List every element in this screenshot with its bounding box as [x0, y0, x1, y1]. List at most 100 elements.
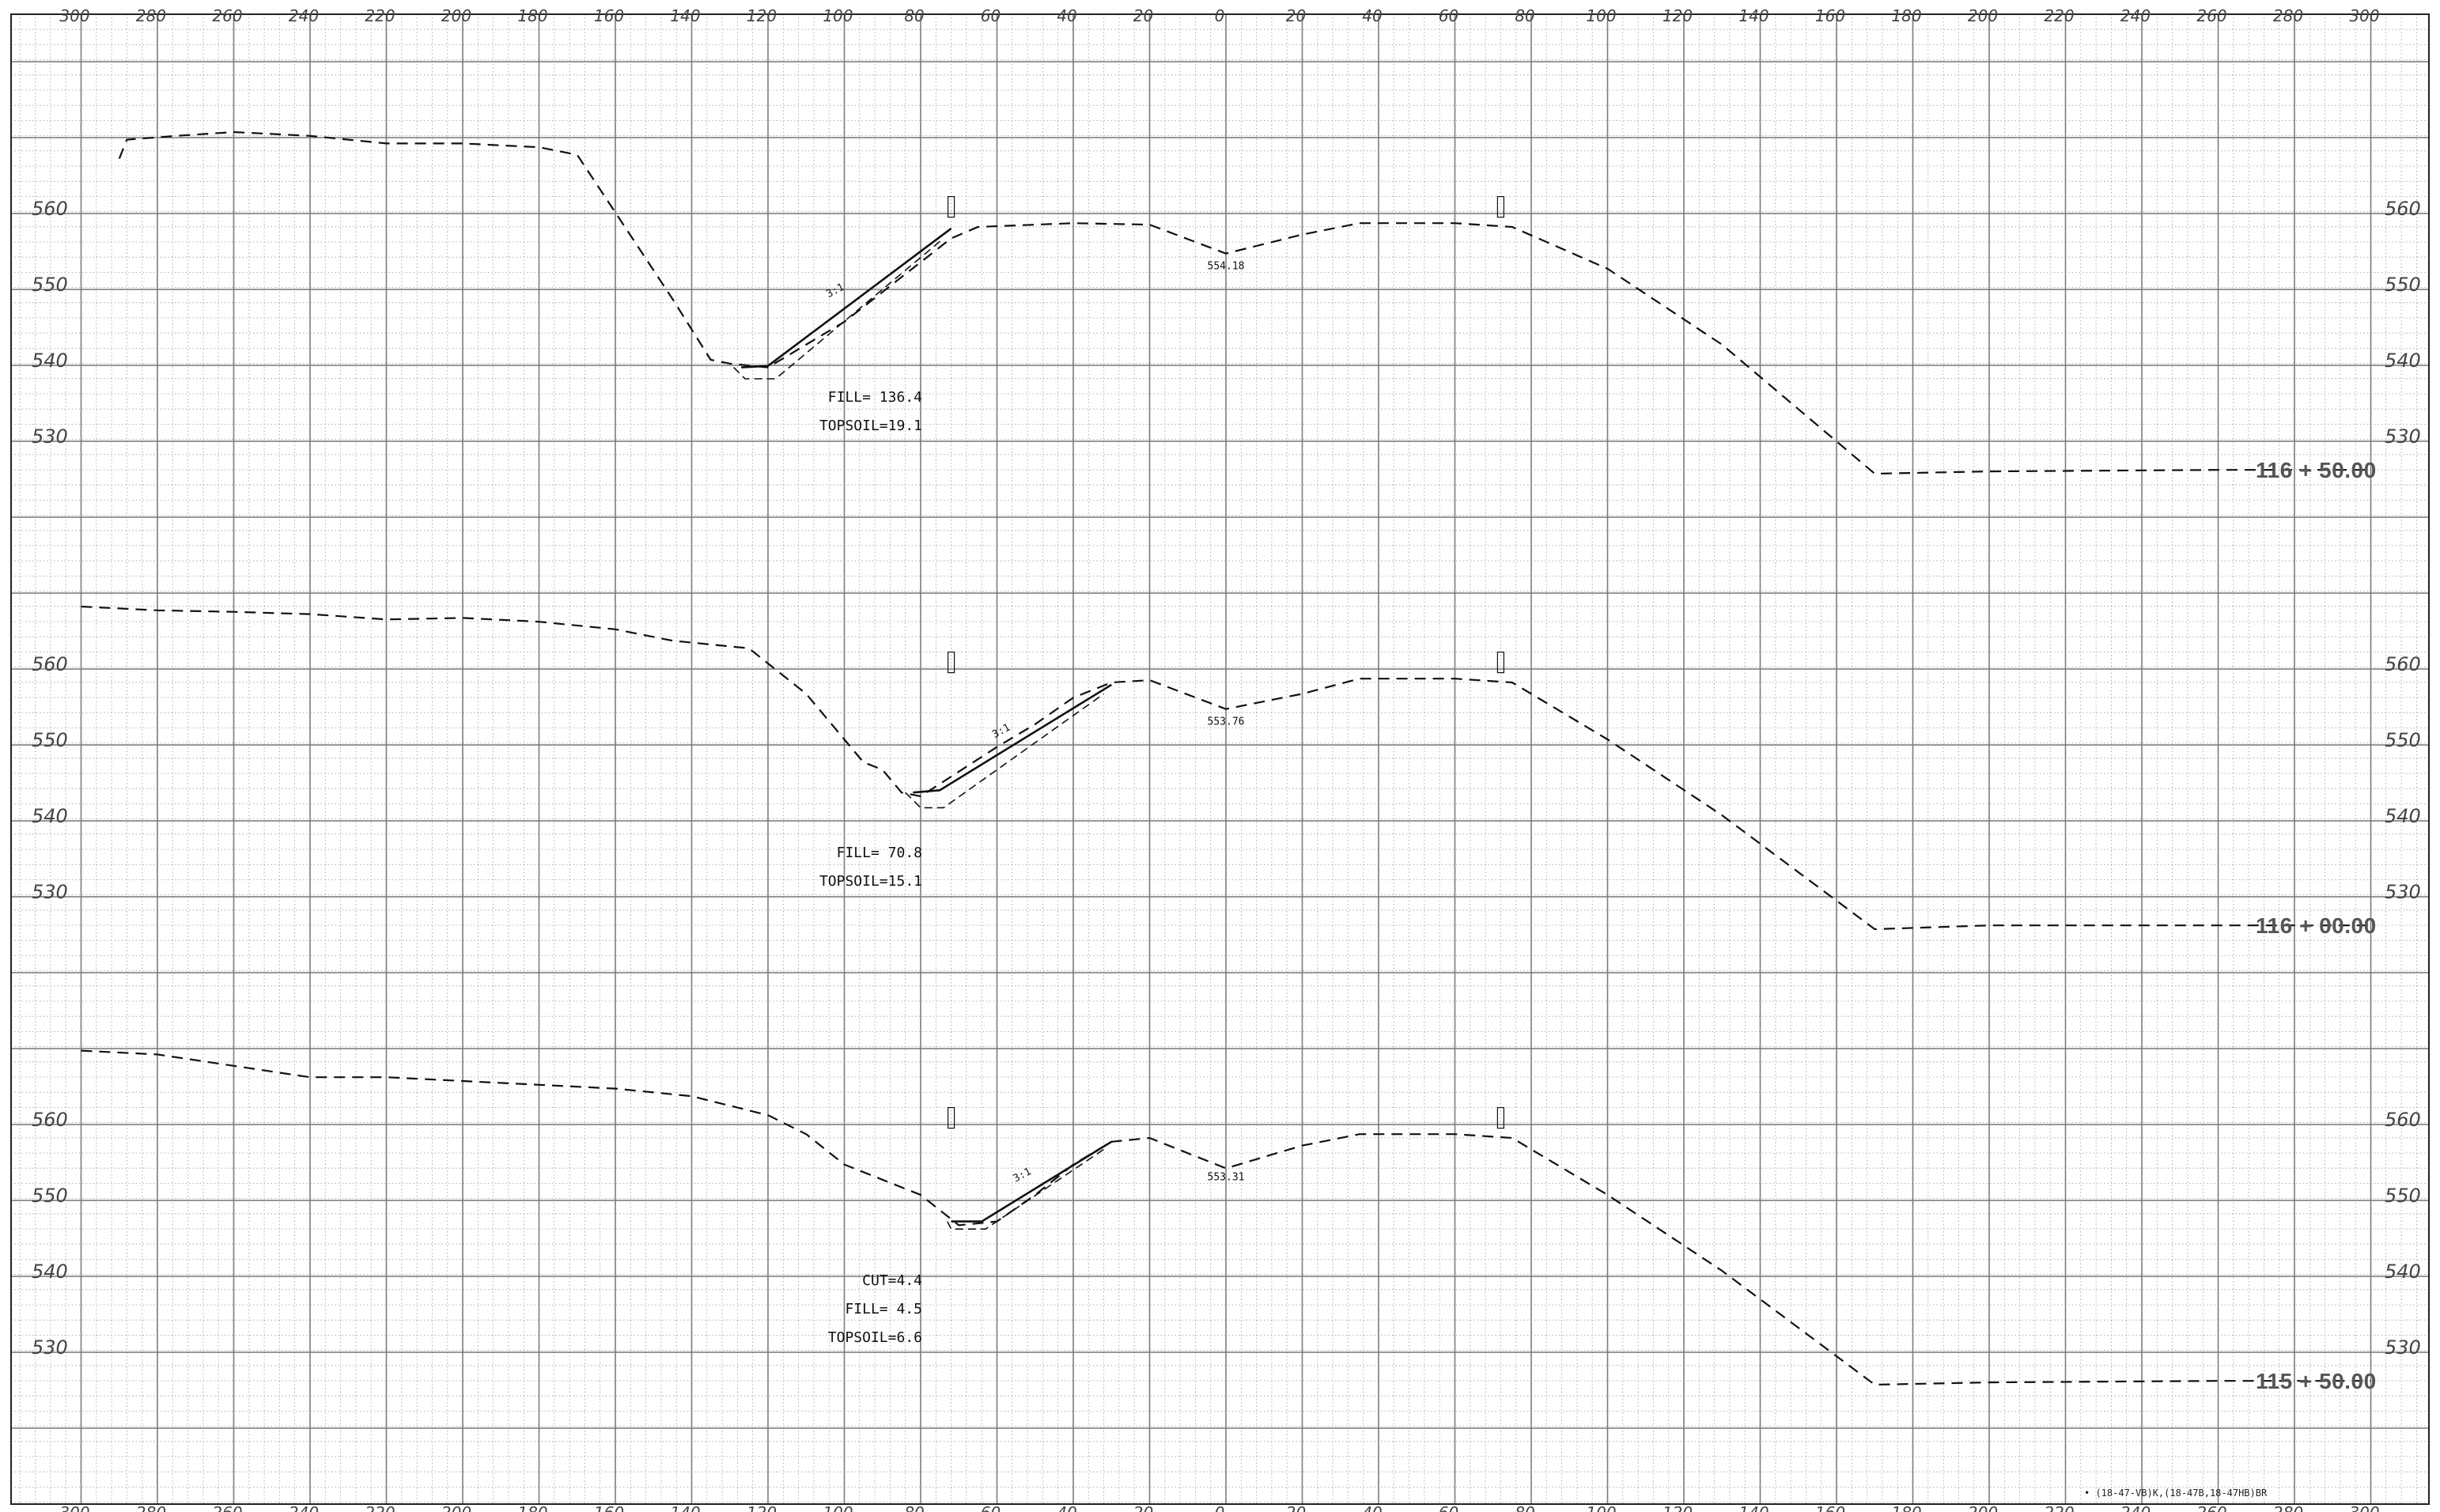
- top-offset-label: 280: [136, 6, 166, 25]
- bottom-offset-label: 100: [823, 1503, 853, 1512]
- sheet-frame: [10, 13, 2430, 1505]
- bottom-offset-label: 300: [59, 1503, 89, 1512]
- top-offset-label: 220: [365, 6, 395, 25]
- bottom-offset-label: 120: [747, 1503, 777, 1512]
- top-offset-label: 220: [2044, 6, 2074, 25]
- elevation-label-right: 560: [2385, 1109, 2421, 1131]
- earthwork-quantity: CUT=4.4: [862, 1272, 922, 1289]
- top-offset-label: 200: [1968, 6, 1998, 25]
- earthwork-quantity: TOPSOIL=6.6: [828, 1329, 922, 1346]
- bottom-offset-label: 140: [1738, 1503, 1769, 1512]
- earthwork-quantity: TOPSOIL=19.1: [819, 418, 922, 434]
- footer-note: • (18-47-VB)K,(18-47B,18-47HB)BR: [2084, 1487, 2268, 1499]
- top-offset-label: 80: [904, 6, 924, 25]
- bottom-offset-label: 180: [517, 1503, 547, 1512]
- station-label: 116 + 50.00: [2256, 458, 2377, 482]
- bottom-offset-axis: 3002802602402202001801601401201008060402…: [59, 1503, 2379, 1512]
- bottom-offset-label: 140: [670, 1503, 700, 1512]
- top-offset-label: 100: [1586, 6, 1616, 25]
- top-offset-label: 120: [1663, 6, 1693, 25]
- elevation-label-left: 540: [32, 1261, 68, 1283]
- elevation-label-left: 530: [32, 425, 68, 448]
- top-offset-label: 200: [441, 6, 471, 25]
- top-offset-label: 240: [289, 6, 319, 25]
- elevation-label-right: 550: [2385, 729, 2421, 751]
- earthwork-quantity: FILL= 136.4: [828, 389, 922, 406]
- elevation-label-right: 530: [2385, 425, 2421, 448]
- bottom-offset-label: 240: [2120, 1503, 2151, 1512]
- bottom-offset-label: 240: [289, 1503, 319, 1512]
- top-offset-label: 140: [1738, 6, 1769, 25]
- top-offset-label: 60: [1439, 6, 1458, 25]
- top-offset-label: 80: [1515, 6, 1534, 25]
- top-offset-label: 300: [2349, 6, 2379, 25]
- bottom-offset-label: 160: [594, 1503, 624, 1512]
- elevation-label-right: 540: [2385, 805, 2421, 827]
- top-offset-label: 20: [1133, 6, 1153, 25]
- top-offset-label: 20: [1286, 6, 1306, 25]
- bottom-offset-label: 220: [365, 1503, 395, 1512]
- top-offset-label: 160: [594, 6, 624, 25]
- bottom-offset-label: 100: [1586, 1503, 1616, 1512]
- bottom-offset-label: 20: [1286, 1503, 1306, 1512]
- bottom-offset-label: 60: [1439, 1503, 1458, 1512]
- elevation-label-right: 560: [2385, 653, 2421, 675]
- bottom-offset-label: 280: [2273, 1503, 2303, 1512]
- slope-stake-marker: [947, 196, 955, 218]
- elevation-label-left: 530: [32, 1336, 68, 1359]
- slope-stake-marker: [947, 1106, 955, 1129]
- centerline-elevation: 554.18: [1208, 261, 1245, 273]
- slope-stake-marker: [947, 651, 955, 674]
- top-offset-label: 0: [1215, 6, 1225, 25]
- bottom-offset-label: 120: [1663, 1503, 1693, 1512]
- bottom-offset-label: 40: [1362, 1503, 1382, 1512]
- earthwork-quantity: FILL= 70.8: [837, 845, 922, 861]
- top-offset-label: 100: [823, 6, 853, 25]
- bottom-offset-label: 260: [2196, 1503, 2226, 1512]
- bottom-offset-label: 260: [212, 1503, 242, 1512]
- elevation-label-right: 550: [2385, 274, 2421, 296]
- bottom-offset-label: 60: [981, 1503, 1001, 1512]
- elevation-label-left: 550: [32, 1185, 68, 1207]
- bottom-offset-label: 200: [1968, 1503, 1998, 1512]
- top-offset-label: 160: [1815, 6, 1845, 25]
- top-offset-label: 260: [2196, 6, 2226, 25]
- bottom-offset-label: 300: [2349, 1503, 2379, 1512]
- elevation-label-right: 540: [2385, 1261, 2421, 1283]
- station-label: 115 + 50.00: [2256, 1369, 2377, 1393]
- elevation-label-left: 550: [32, 274, 68, 296]
- elevation-label-left: 550: [32, 729, 68, 751]
- grid: [11, 14, 2429, 1504]
- top-offset-label: 40: [1362, 6, 1382, 25]
- elevation-label-left: 560: [32, 1109, 68, 1131]
- elevation-label-right: 560: [2385, 198, 2421, 220]
- top-offset-label: 140: [670, 6, 700, 25]
- elevation-label-left: 560: [32, 653, 68, 675]
- earthwork-quantity: FILL= 4.5: [845, 1301, 922, 1317]
- elevation-label-right: 540: [2385, 350, 2421, 372]
- slope-stake-marker: [1496, 651, 1505, 674]
- bottom-offset-label: 0: [1215, 1503, 1225, 1512]
- proposed-grade-line: [913, 683, 1112, 794]
- bottom-offset-label: 160: [1815, 1503, 1845, 1512]
- elevation-label-left: 540: [32, 805, 68, 827]
- existing-ground-line: [81, 1049, 2371, 1386]
- proposed-grade-line: [741, 227, 952, 369]
- existing-ground-line: [81, 605, 2371, 931]
- bottom-offset-label: 40: [1057, 1503, 1076, 1512]
- bottom-offset-label: 200: [441, 1503, 471, 1512]
- subgrade-line: [947, 1148, 1105, 1230]
- top-offset-label: 180: [1891, 6, 1921, 25]
- bottom-offset-label: 280: [136, 1503, 166, 1512]
- top-offset-label: 40: [1057, 6, 1076, 25]
- bottom-offset-label: 80: [904, 1503, 924, 1512]
- top-offset-label: 260: [212, 6, 242, 25]
- top-offset-label: 300: [59, 6, 89, 25]
- top-offset-label: 120: [747, 6, 777, 25]
- elevation-label-left: 540: [32, 350, 68, 372]
- bottom-offset-label: 220: [2044, 1503, 2074, 1512]
- centerline-elevation: 553.31: [1208, 1172, 1245, 1184]
